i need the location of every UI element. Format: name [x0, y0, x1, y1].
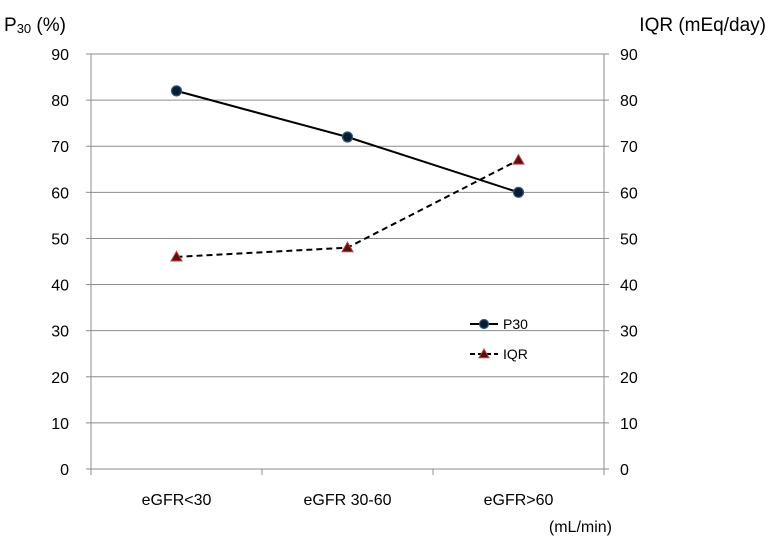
- y-left-tick-label: 0: [60, 462, 69, 479]
- point-p30: [341, 131, 354, 143]
- point-iqr: [170, 250, 183, 262]
- y-left-tick-label: 60: [51, 185, 69, 202]
- x-unit-label: (mL/min): [549, 519, 612, 536]
- x-category-label: eGFR 30-60: [303, 492, 391, 509]
- y-right-axis-title: IQR (mEq/day): [639, 15, 766, 36]
- y-left-tick-label: 80: [51, 93, 69, 110]
- y-left-tick-label: 50: [51, 231, 69, 248]
- y-right-tick-label: 20: [620, 370, 638, 387]
- y-left-axis-title: P30 (%): [4, 15, 66, 36]
- point-p30: [512, 186, 525, 198]
- legend-label-p30: P30: [503, 316, 528, 332]
- series-layer: [170, 85, 525, 262]
- y-left-tick-label: 10: [51, 416, 69, 433]
- gridlines: [91, 53, 604, 424]
- y-right-tick-label: 0: [620, 462, 629, 479]
- y-left-tick-label: 40: [51, 278, 69, 295]
- point-iqr: [512, 153, 525, 165]
- legend-label-iqr: IQR: [503, 346, 528, 362]
- y-right-tick-label: 30: [620, 324, 638, 341]
- legend: P30 IQR: [470, 316, 528, 362]
- y-left-tick-labels: 0 10 20 30 40 50 60 70 80 90: [51, 47, 69, 479]
- x-category-label: eGFR>60: [484, 492, 554, 509]
- y-left-tick-label: 20: [51, 370, 69, 387]
- y-left-tick-label: 70: [51, 139, 69, 156]
- legend-marker-iqr: [478, 347, 490, 359]
- point-iqr: [341, 241, 354, 253]
- x-category-labels: eGFR<30 eGFR 30-60 eGFR>60: [142, 492, 554, 509]
- legend-marker-p30: [478, 318, 490, 330]
- y-left-tick-label: 90: [51, 47, 69, 64]
- y-right-tick-label: 80: [620, 93, 638, 110]
- y-right-tick-label: 10: [620, 416, 638, 433]
- y-right-tick-label: 70: [620, 139, 638, 156]
- point-p30: [170, 85, 183, 97]
- y-right-tick-label: 50: [620, 231, 638, 248]
- y-right-tick-label: 40: [620, 278, 638, 295]
- y-right-tick-label: 60: [620, 185, 638, 202]
- x-category-label: eGFR<30: [142, 492, 212, 509]
- y-right-tick-labels: 0 10 20 30 40 50 60 70 80 90: [620, 47, 638, 479]
- axes: [86, 53, 609, 475]
- y-right-tick-label: 90: [620, 47, 638, 64]
- y-left-tick-label: 30: [51, 324, 69, 341]
